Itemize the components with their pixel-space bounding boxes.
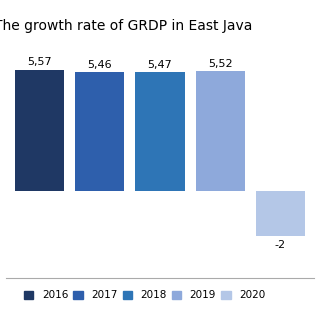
Bar bbox=[196, 71, 245, 191]
Text: 5,52: 5,52 bbox=[208, 59, 233, 68]
Legend: 2016, 2017, 2018, 2019, 2020: 2016, 2017, 2018, 2019, 2020 bbox=[20, 286, 269, 304]
Bar bbox=[75, 72, 124, 191]
Text: 5,46: 5,46 bbox=[87, 60, 112, 70]
Text: The growth rate of GRDP in East Java: The growth rate of GRDP in East Java bbox=[0, 19, 252, 33]
Bar bbox=[15, 69, 64, 191]
Bar bbox=[135, 72, 185, 191]
Text: 5,57: 5,57 bbox=[27, 57, 52, 68]
Text: 5,47: 5,47 bbox=[148, 60, 172, 69]
Bar bbox=[256, 191, 305, 236]
Text: -2: -2 bbox=[275, 240, 286, 250]
